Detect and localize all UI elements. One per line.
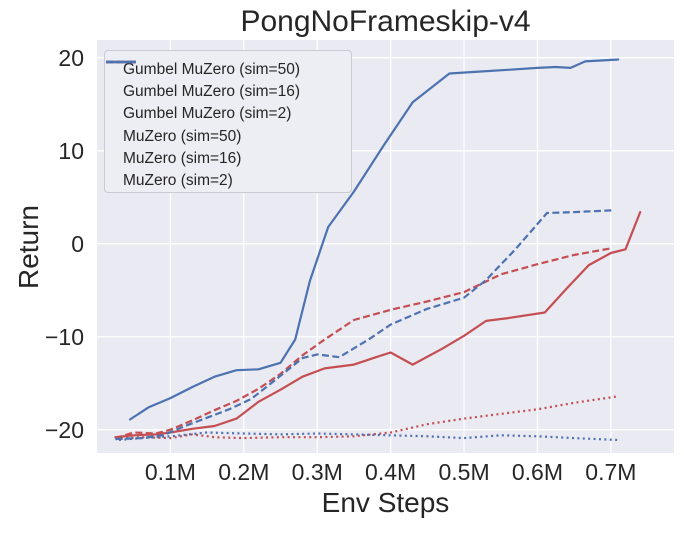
legend-line-sample-dotted (106, 60, 136, 64)
y-tick-label: 10 (58, 137, 84, 164)
legend-item-muzero-sim-50: MuZero (sim=50) (105, 60, 351, 148)
legend-item-gumbel-muzero-sim-16: Gumbel MuZero (sim=16) (105, 60, 351, 103)
x-tick-label: 0.7M (585, 459, 637, 485)
legend-item-label: MuZero (sim=2) (123, 172, 233, 190)
legend-item-muzero-sim-2: MuZero (sim=2) (105, 60, 351, 192)
x-tick-label: 0.3M (291, 459, 343, 485)
plot-area: Gumbel MuZero (sim=50) Gumbel MuZero (sim… (97, 40, 674, 453)
series-line-muzero-sim-50 (128, 58, 620, 421)
legend-item-gumbel-muzero-sim-2: Gumbel MuZero (sim=2) (105, 60, 351, 125)
legend-item-label: MuZero (sim=16) (123, 149, 242, 167)
x-tick-label: 0.5M (438, 459, 490, 485)
legend-item-label: MuZero (sim=50) (123, 127, 242, 145)
legend-item-gumbel-muzero-sim-50: Gumbel MuZero (sim=50) (105, 59, 351, 81)
series-line-muzero-sim-2 (118, 431, 619, 442)
series-line-gumbel-muzero-sim-16 (115, 247, 612, 440)
y-tick-label: −10 (44, 323, 84, 350)
legend-item-label: Gumbel MuZero (sim=50) (123, 61, 301, 79)
y-tick-label: 0 (71, 230, 84, 257)
chart-canvas (97, 40, 674, 453)
legend-item-label: Gumbel MuZero (sim=16) (123, 83, 301, 101)
x-axis-label: Env Steps (321, 487, 450, 518)
x-tick-label: 0.6M (511, 459, 564, 485)
x-tick-label: 0.2M (218, 459, 270, 485)
legend-item-label: Gumbel MuZero (sim=2) (123, 105, 292, 123)
series-line-muzero-sim-16 (115, 209, 615, 441)
x-tick-label: 0.4M (365, 459, 417, 485)
series-line-gumbel-muzero-sim-2 (115, 395, 619, 441)
legend-line-sample-dashed (106, 60, 136, 64)
y-tick-label: −20 (44, 416, 84, 443)
chart-title: PongNoFrameskip-v4 (240, 5, 531, 38)
x-tick-label: 0.1M (144, 459, 196, 485)
series-line-gumbel-muzero-sim-50 (114, 211, 642, 439)
legend-item-muzero-sim-16: MuZero (sim=16) (105, 60, 351, 170)
y-tick-label: 20 (58, 44, 84, 71)
legend: Gumbel MuZero (sim=50) Gumbel MuZero (sim… (104, 50, 352, 193)
